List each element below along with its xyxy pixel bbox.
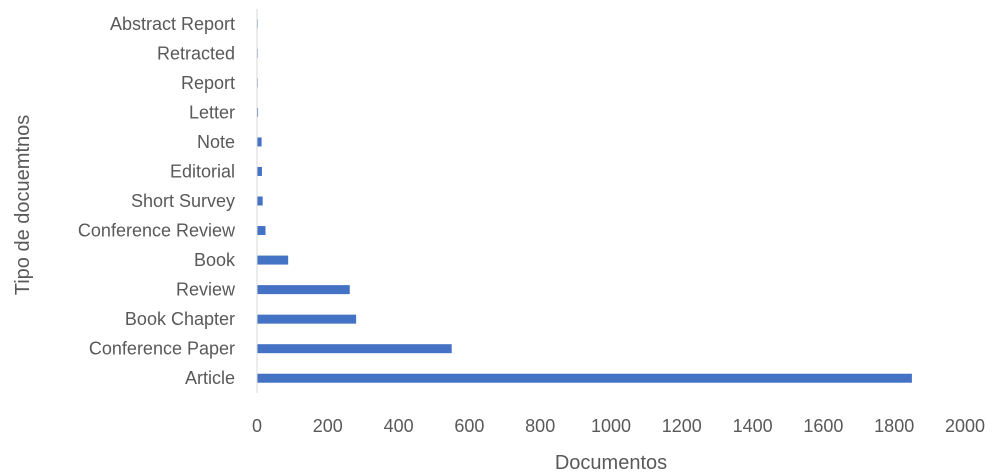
x-tick-label: 1000 [591, 416, 631, 436]
x-tick-label: 1400 [733, 416, 773, 436]
x-tick-label: 1600 [803, 416, 843, 436]
category-label: Review [176, 280, 236, 300]
y-axis-title: Tipo de docuemtnos [12, 115, 34, 295]
category-label: Report [181, 73, 235, 93]
x-tick-label: 1800 [874, 416, 914, 436]
bar-conference-review [257, 226, 266, 236]
bar-editorial [257, 166, 262, 176]
category-labels: Article Conference Paper Book Chapter Revie… [78, 14, 236, 388]
bars-group [257, 19, 912, 383]
bar-book [257, 255, 289, 265]
category-label: Book [194, 250, 236, 270]
category-label: Editorial [170, 161, 235, 181]
x-tick-label: 2000 [945, 416, 985, 436]
x-tick-label: 0 [252, 416, 262, 436]
category-label: Conference Paper [89, 339, 235, 359]
category-label: Book Chapter [125, 309, 235, 329]
x-tick-label: 800 [525, 416, 555, 436]
bar-note [257, 137, 262, 147]
x-tick-labels: 0 200 400 600 800 1000 1200 1400 1600 1800 2000 [252, 416, 985, 436]
x-tick-label: 400 [384, 416, 414, 436]
x-tick-label: 600 [454, 416, 484, 436]
x-tick-label: 200 [313, 416, 343, 436]
x-tick-label: 1200 [662, 416, 702, 436]
bar-conference-paper [257, 344, 452, 354]
category-label: Conference Review [78, 221, 236, 241]
category-label: Article [185, 368, 235, 388]
category-label: Letter [189, 102, 235, 122]
bar-letter [257, 107, 259, 117]
category-label: Abstract Report [110, 14, 235, 34]
category-label: Short Survey [131, 191, 235, 211]
x-axis-title: Documentos [555, 452, 667, 474]
category-label: Note [197, 132, 235, 152]
bar-article [257, 373, 912, 383]
bar-short-survey [257, 196, 263, 206]
bar-book-chapter [257, 314, 357, 324]
category-label: Retracted [157, 43, 235, 63]
bar-review [257, 285, 350, 295]
